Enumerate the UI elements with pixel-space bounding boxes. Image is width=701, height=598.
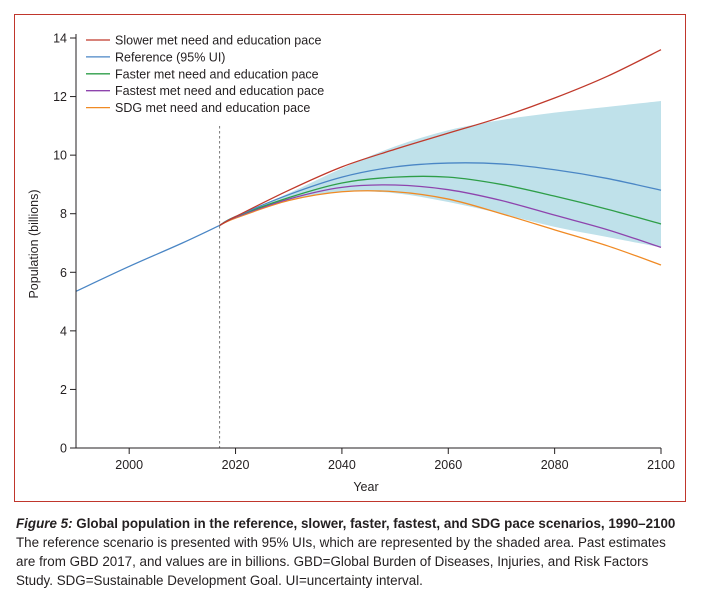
y-axis-label: Population (billions) [27, 189, 41, 298]
legend-label: Faster met need and education pace [115, 67, 319, 81]
legend-label: Reference (95% UI) [115, 50, 225, 64]
legend: Slower met need and education pace Refere… [86, 34, 324, 115]
figure-frame [14, 14, 686, 502]
series-line-1 [219, 162, 662, 226]
x-tick-label: 2040 [328, 458, 356, 472]
uncertainty-band [219, 100, 661, 248]
series-line-3 [219, 184, 662, 249]
legend-label: Fastest met need and education pace [115, 84, 324, 98]
y-tick-label: 0 [60, 442, 67, 456]
y-tick-label: 2 [60, 383, 67, 397]
x-tick-label: 2080 [541, 458, 569, 472]
population-chart: 0 2 4 6 8 10 12 14 2000 2020 2040 2060 2080 2100 Slow… [27, 32, 675, 495]
series-layer [75, 49, 662, 292]
legend-label: Slower met need and education pace [115, 34, 321, 48]
x-tick-label: 2100 [647, 458, 675, 472]
y-tick-label: 4 [60, 324, 67, 338]
y-tick-label: 6 [60, 266, 67, 280]
y-tick-label: 14 [53, 32, 67, 46]
x-axis-label: Year [353, 480, 378, 494]
series-line-4 [219, 190, 662, 266]
series-line-2 [219, 175, 662, 226]
uncertainty-band-layer [219, 100, 661, 248]
x-tick-label: 2060 [434, 458, 462, 472]
figure-caption-body: The reference scenario is presented with… [16, 535, 666, 588]
x-tick-label: 2020 [222, 458, 250, 472]
y-tick-label: 12 [53, 90, 67, 104]
figure-title: Global population in the reference, slow… [76, 516, 676, 531]
series-line-0 [219, 49, 662, 226]
figure-label: Figure 5: [16, 516, 73, 531]
axes: 0 2 4 6 8 10 12 14 2000 2020 2040 2060 2080 2100 [53, 32, 675, 473]
y-tick-label: 10 [53, 149, 67, 163]
figure-caption: Figure 5: Global population in the refer… [16, 514, 688, 590]
x-tick-label: 2000 [115, 458, 143, 472]
y-tick-label: 8 [60, 207, 67, 221]
series-line-history [75, 224, 220, 292]
legend-label: SDG met need and education pace [115, 101, 310, 115]
